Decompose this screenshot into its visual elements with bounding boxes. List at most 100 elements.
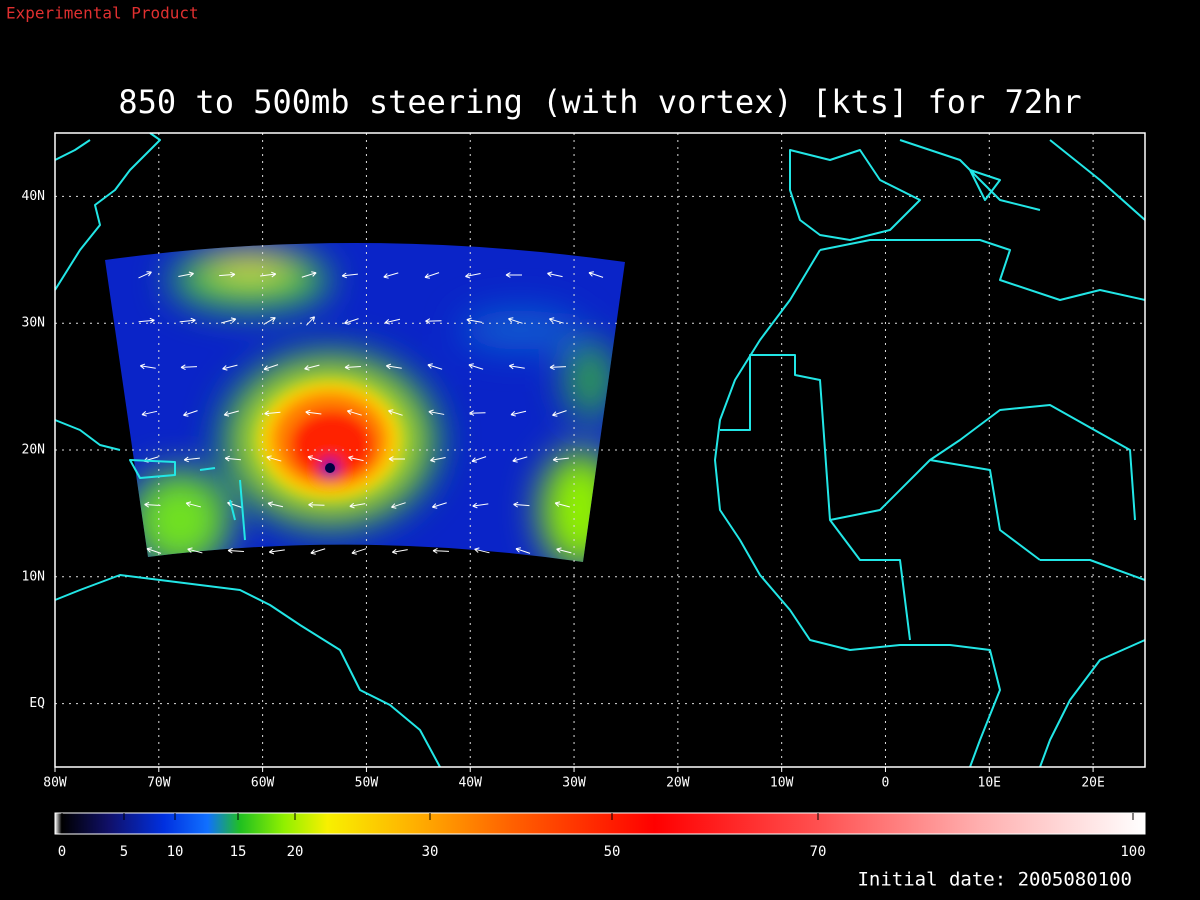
x-tick-label: 10W <box>770 776 794 791</box>
wind-vector <box>508 363 525 370</box>
wind-vector <box>144 501 161 508</box>
grid: 80W 70W 60W 50W 40W 30W 20W 10W 0 10E 20E EQ 10N 20N 3… <box>22 133 1145 791</box>
wind-vector <box>260 271 277 278</box>
wind-vector <box>183 456 200 463</box>
wind-vector <box>344 364 361 371</box>
wind-vector <box>221 317 237 324</box>
coastline <box>714 239 1146 768</box>
wind-vector <box>138 271 152 279</box>
wind-vector <box>266 455 282 462</box>
wind-vector <box>549 364 566 371</box>
wind-vector <box>185 501 202 508</box>
wind-vector <box>224 455 241 462</box>
wind-vector <box>388 409 403 416</box>
x-tick-label: 30W <box>562 776 586 791</box>
wind-vector <box>548 317 564 324</box>
x-tick-label: 80W <box>43 776 67 791</box>
wind-vector <box>310 548 326 555</box>
wind-vector <box>346 409 362 416</box>
coastline <box>720 354 1146 641</box>
wind-vector <box>341 272 358 279</box>
wind-vector <box>472 502 489 509</box>
colorbar-label: 70 <box>810 844 827 860</box>
wind-vector <box>141 410 158 417</box>
product-label: Experimental Product <box>6 4 199 23</box>
colorbar-label: 0 <box>58 844 66 860</box>
wind-vector <box>351 548 367 555</box>
x-tick-label: 40W <box>458 776 482 791</box>
wind-vector <box>432 548 450 554</box>
wind-vector <box>471 456 487 463</box>
colorbar-label: 30 <box>422 844 439 860</box>
wind-vector <box>552 456 569 463</box>
wind-vector <box>138 317 155 324</box>
colorbar-ticks: 0 5 10 15 20 30 50 70 100 <box>58 813 1146 860</box>
x-tick-label: 0 <box>882 776 890 791</box>
wind-vectors <box>138 271 604 555</box>
wind-vector <box>391 502 406 509</box>
wind-vector <box>263 364 279 371</box>
wind-vector <box>306 316 316 326</box>
x-tick-label: 70W <box>147 776 171 791</box>
wind-vector <box>465 272 481 279</box>
wind-vector <box>308 502 325 508</box>
coastlines <box>54 132 1146 768</box>
wind-vector <box>180 364 197 371</box>
wind-vector <box>515 547 531 554</box>
wind-vector <box>183 410 198 417</box>
colorbar-label: 10 <box>167 844 184 860</box>
wind-vector <box>391 548 408 555</box>
wind-vector <box>554 501 570 508</box>
wind-vector <box>508 317 523 324</box>
wind-vector <box>227 547 244 554</box>
wind-vector <box>178 271 194 278</box>
wind-vector <box>219 271 236 278</box>
wind-vector <box>510 410 527 417</box>
map-title: 850 to 500mb steering (with vortex) [kts… <box>118 83 1081 121</box>
wind-vector <box>468 363 484 370</box>
wind-vector <box>385 363 402 370</box>
wind-vector <box>424 272 440 279</box>
initial-date: Initial date: 2005080100 <box>857 869 1132 891</box>
wind-vector <box>307 455 323 462</box>
y-tick-label: 20N <box>22 443 45 458</box>
wind-vector <box>344 318 359 325</box>
x-tick-label: 50W <box>355 776 379 791</box>
colorbar-label: 20 <box>287 844 304 860</box>
wind-vector <box>179 317 196 324</box>
wind-vector <box>388 456 406 462</box>
colorbar-label: 100 <box>1120 844 1145 860</box>
y-tick-label: 40N <box>22 189 45 204</box>
wind-speed-field <box>105 242 625 562</box>
wind-vector <box>187 547 203 554</box>
colorbar-label: 50 <box>604 844 621 860</box>
wind-vector <box>430 456 446 463</box>
wind-vector <box>383 272 399 279</box>
x-tick-label: 60W <box>251 776 275 791</box>
wind-vector <box>139 363 156 370</box>
wind-vector <box>513 501 530 508</box>
wind-vector <box>304 364 320 371</box>
wind-vector <box>267 501 284 508</box>
coastline <box>789 139 1146 241</box>
x-tick-label: 20W <box>666 776 690 791</box>
colorbar-label: 15 <box>230 844 247 860</box>
wind-vector <box>552 410 567 417</box>
wind-vector <box>588 271 604 278</box>
wind-vector <box>428 409 445 416</box>
y-tick-label: 30N <box>22 316 45 331</box>
y-tick-label: 10N <box>22 569 45 584</box>
colorbar <box>54 812 1146 835</box>
wind-vector <box>556 547 572 554</box>
wind-vector <box>146 547 162 554</box>
wind-vector <box>474 547 490 554</box>
wind-vector <box>223 410 239 417</box>
coastline <box>54 574 441 768</box>
x-tick-label: 10E <box>978 776 1001 791</box>
coastline <box>54 419 246 541</box>
wind-vector <box>268 548 285 555</box>
colorbar-label: 5 <box>120 844 128 860</box>
wind-vector <box>349 502 366 509</box>
wind-vector <box>431 502 447 509</box>
